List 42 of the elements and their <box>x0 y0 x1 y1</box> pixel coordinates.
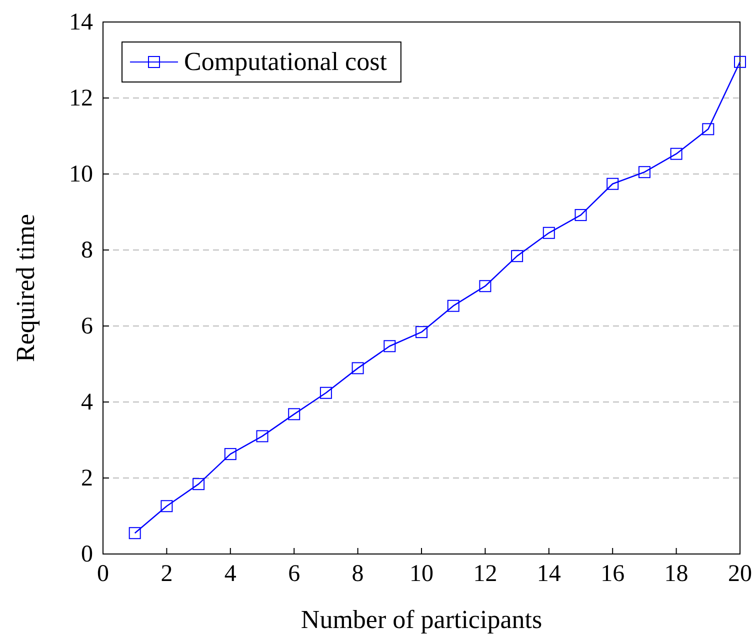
point <box>670 148 682 160</box>
x-tick-label: 8 <box>352 561 364 588</box>
point <box>192 478 205 490</box>
point <box>288 408 300 420</box>
point <box>320 386 332 399</box>
point <box>479 280 492 292</box>
point <box>256 430 268 442</box>
x-tick-label: 2 <box>160 561 173 588</box>
y-tick-label: 12 <box>69 86 93 112</box>
x-tick-label: 16 <box>600 561 625 588</box>
legend-label: Computational cost <box>184 47 388 76</box>
point <box>638 166 650 178</box>
y-tick-label: 8 <box>81 238 93 264</box>
y-tick-label: 10 <box>69 162 93 188</box>
y-tick-label: 2 <box>81 466 93 492</box>
point <box>542 226 555 239</box>
x-tick-label: 20 <box>728 561 752 588</box>
x-tick-label: 12 <box>473 561 498 588</box>
x-tick-label: 10 <box>410 561 434 588</box>
x-tick-label: 4 <box>224 561 236 588</box>
y-axis-title: Required time <box>11 214 40 362</box>
point <box>416 326 428 338</box>
point <box>447 300 460 312</box>
x-tick-label: 18 <box>664 561 688 588</box>
y-tick-label: 4 <box>81 390 93 416</box>
y-tick-label: 6 <box>81 314 93 340</box>
x-tick-label: 6 <box>288 561 300 588</box>
point <box>224 448 236 460</box>
point <box>352 362 364 374</box>
y-tick-label: 14 <box>69 10 93 36</box>
x-tick-label: 0 <box>97 561 109 588</box>
point <box>702 123 714 136</box>
point <box>128 527 141 540</box>
point <box>511 250 524 262</box>
y-tick-label: 0 <box>81 542 93 568</box>
point <box>734 56 746 68</box>
x-axis-title: Number of participants <box>300 605 542 634</box>
x-tick-label: 14 <box>536 561 561 588</box>
point <box>384 340 396 352</box>
point <box>160 500 173 512</box>
point <box>606 178 619 190</box>
point <box>574 209 587 222</box>
